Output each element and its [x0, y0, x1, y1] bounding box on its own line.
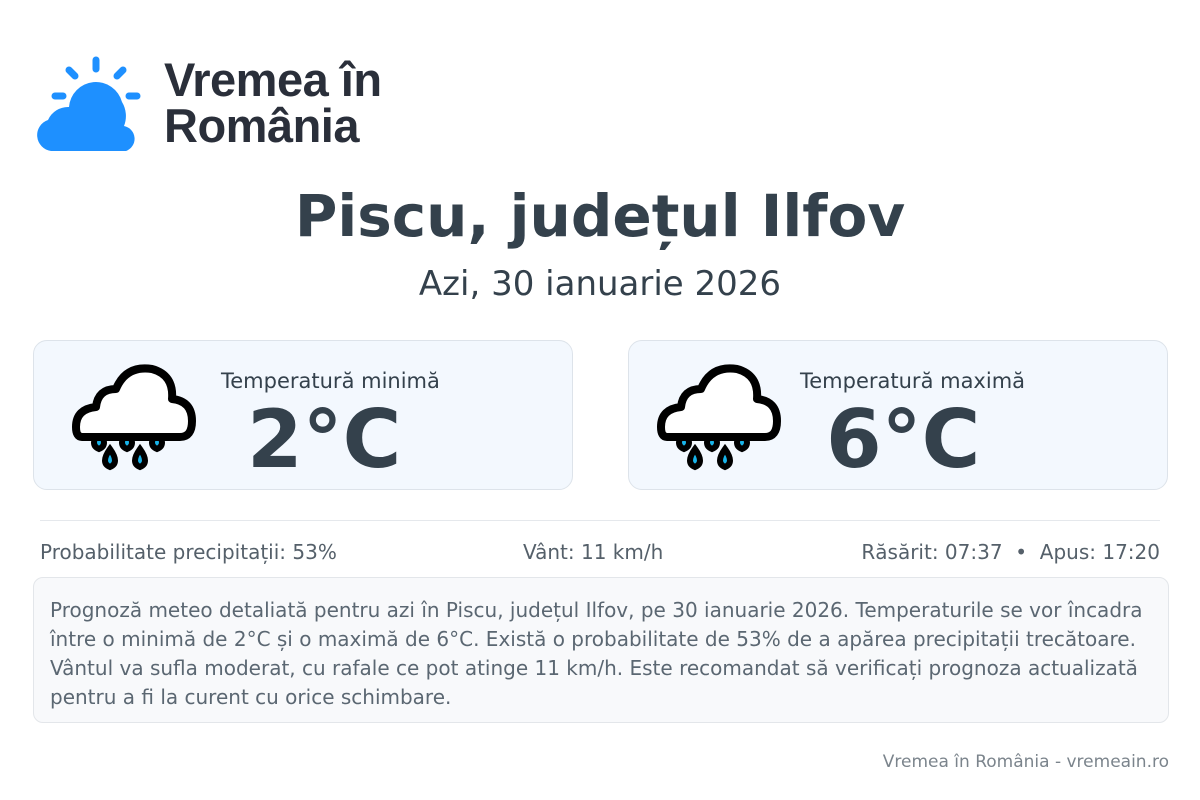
- min-temp-card: Temperatură minimă 2°C: [33, 340, 573, 490]
- min-temp-value: 2°C: [247, 393, 402, 486]
- max-temp-value: 6°C: [826, 393, 981, 486]
- wind-stat: Vânt: 11 km/h: [523, 540, 664, 564]
- brand-name-line2: România: [164, 99, 359, 152]
- page-title: Piscu, județul Ilfov: [294, 182, 906, 250]
- sunrise-sunset-stat: Răsărit: 07:37 • Apus: 17:20: [861, 540, 1160, 564]
- max-temp-label: Temperatură maximă: [800, 369, 1026, 393]
- rain-cloud-icon: [657, 364, 781, 471]
- forecast-date: Azi, 30 ianuarie 2026: [418, 264, 782, 304]
- max-temp-card: Temperatură maximă 6°C: [628, 340, 1168, 490]
- min-temp-label: Temperatură minimă: [221, 369, 440, 393]
- rain-cloud-icon: [72, 364, 196, 471]
- footer-credit[interactable]: Vremea în România - vremeain.ro: [882, 752, 1169, 772]
- brand-logo[interactable]: Vremea în România: [36, 54, 382, 152]
- brand-name-line1: Vremea în: [164, 53, 382, 106]
- divider: [40, 520, 1160, 521]
- forecast-description: Prognoză meteo detaliată pentru azi în P…: [33, 577, 1169, 723]
- sun-behind-cloud-icon: [37, 56, 141, 151]
- precipitation-stat: Probabilitate precipitații: 53%: [40, 540, 337, 564]
